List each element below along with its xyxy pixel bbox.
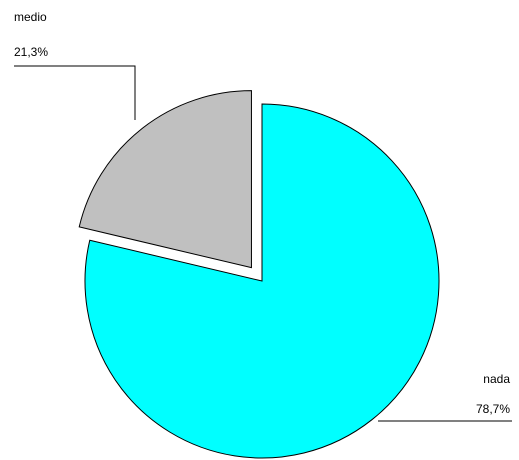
slice-value-nada: 78,7% <box>476 402 510 416</box>
medio-leader-line <box>14 65 136 120</box>
slice-label-nada: nada <box>483 372 510 386</box>
pie-slice-medio <box>78 90 252 269</box>
slice-label-medio: medio <box>14 10 47 24</box>
pie-slices <box>78 90 440 459</box>
pie-slice-nada <box>84 103 440 459</box>
slice-value-medio: 21,3% <box>14 45 48 59</box>
